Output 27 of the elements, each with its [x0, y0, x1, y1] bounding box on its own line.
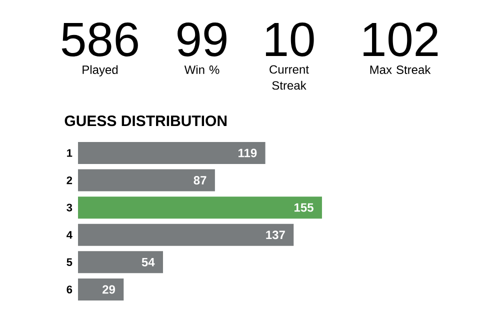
bar: [78, 251, 164, 274]
y-tick-label: 3: [66, 204, 72, 212]
data-label: 87: [194, 176, 206, 185]
bar: [78, 142, 266, 164]
text: Played: [82, 65, 118, 76]
text: 99: [178, 22, 226, 56]
text: 586: [62, 22, 138, 56]
data-label: 54: [142, 258, 155, 266]
bar: [78, 278, 124, 300]
y-tick-label: 1: [67, 149, 72, 157]
y-tick-label: 2: [66, 176, 72, 184]
y-tick-label: 6: [66, 286, 72, 294]
text: 102: [364, 22, 438, 56]
data-label: 155: [294, 203, 314, 212]
data-label: 29: [102, 285, 116, 294]
y-tick-label: 4: [66, 231, 72, 239]
text: 10: [266, 22, 314, 56]
bar: [78, 224, 294, 246]
y-tick-label: 5: [66, 258, 72, 266]
text: Current Streak: [270, 65, 309, 90]
bar: [78, 169, 215, 192]
text: Win %: [184, 65, 220, 74]
bar: [78, 196, 322, 219]
text: Max Streak: [370, 65, 431, 74]
chart-title: GUESS DISTRIBUTION: [64, 116, 227, 126]
data-label: 119: [238, 148, 257, 158]
data-label: 137: [266, 230, 285, 240]
